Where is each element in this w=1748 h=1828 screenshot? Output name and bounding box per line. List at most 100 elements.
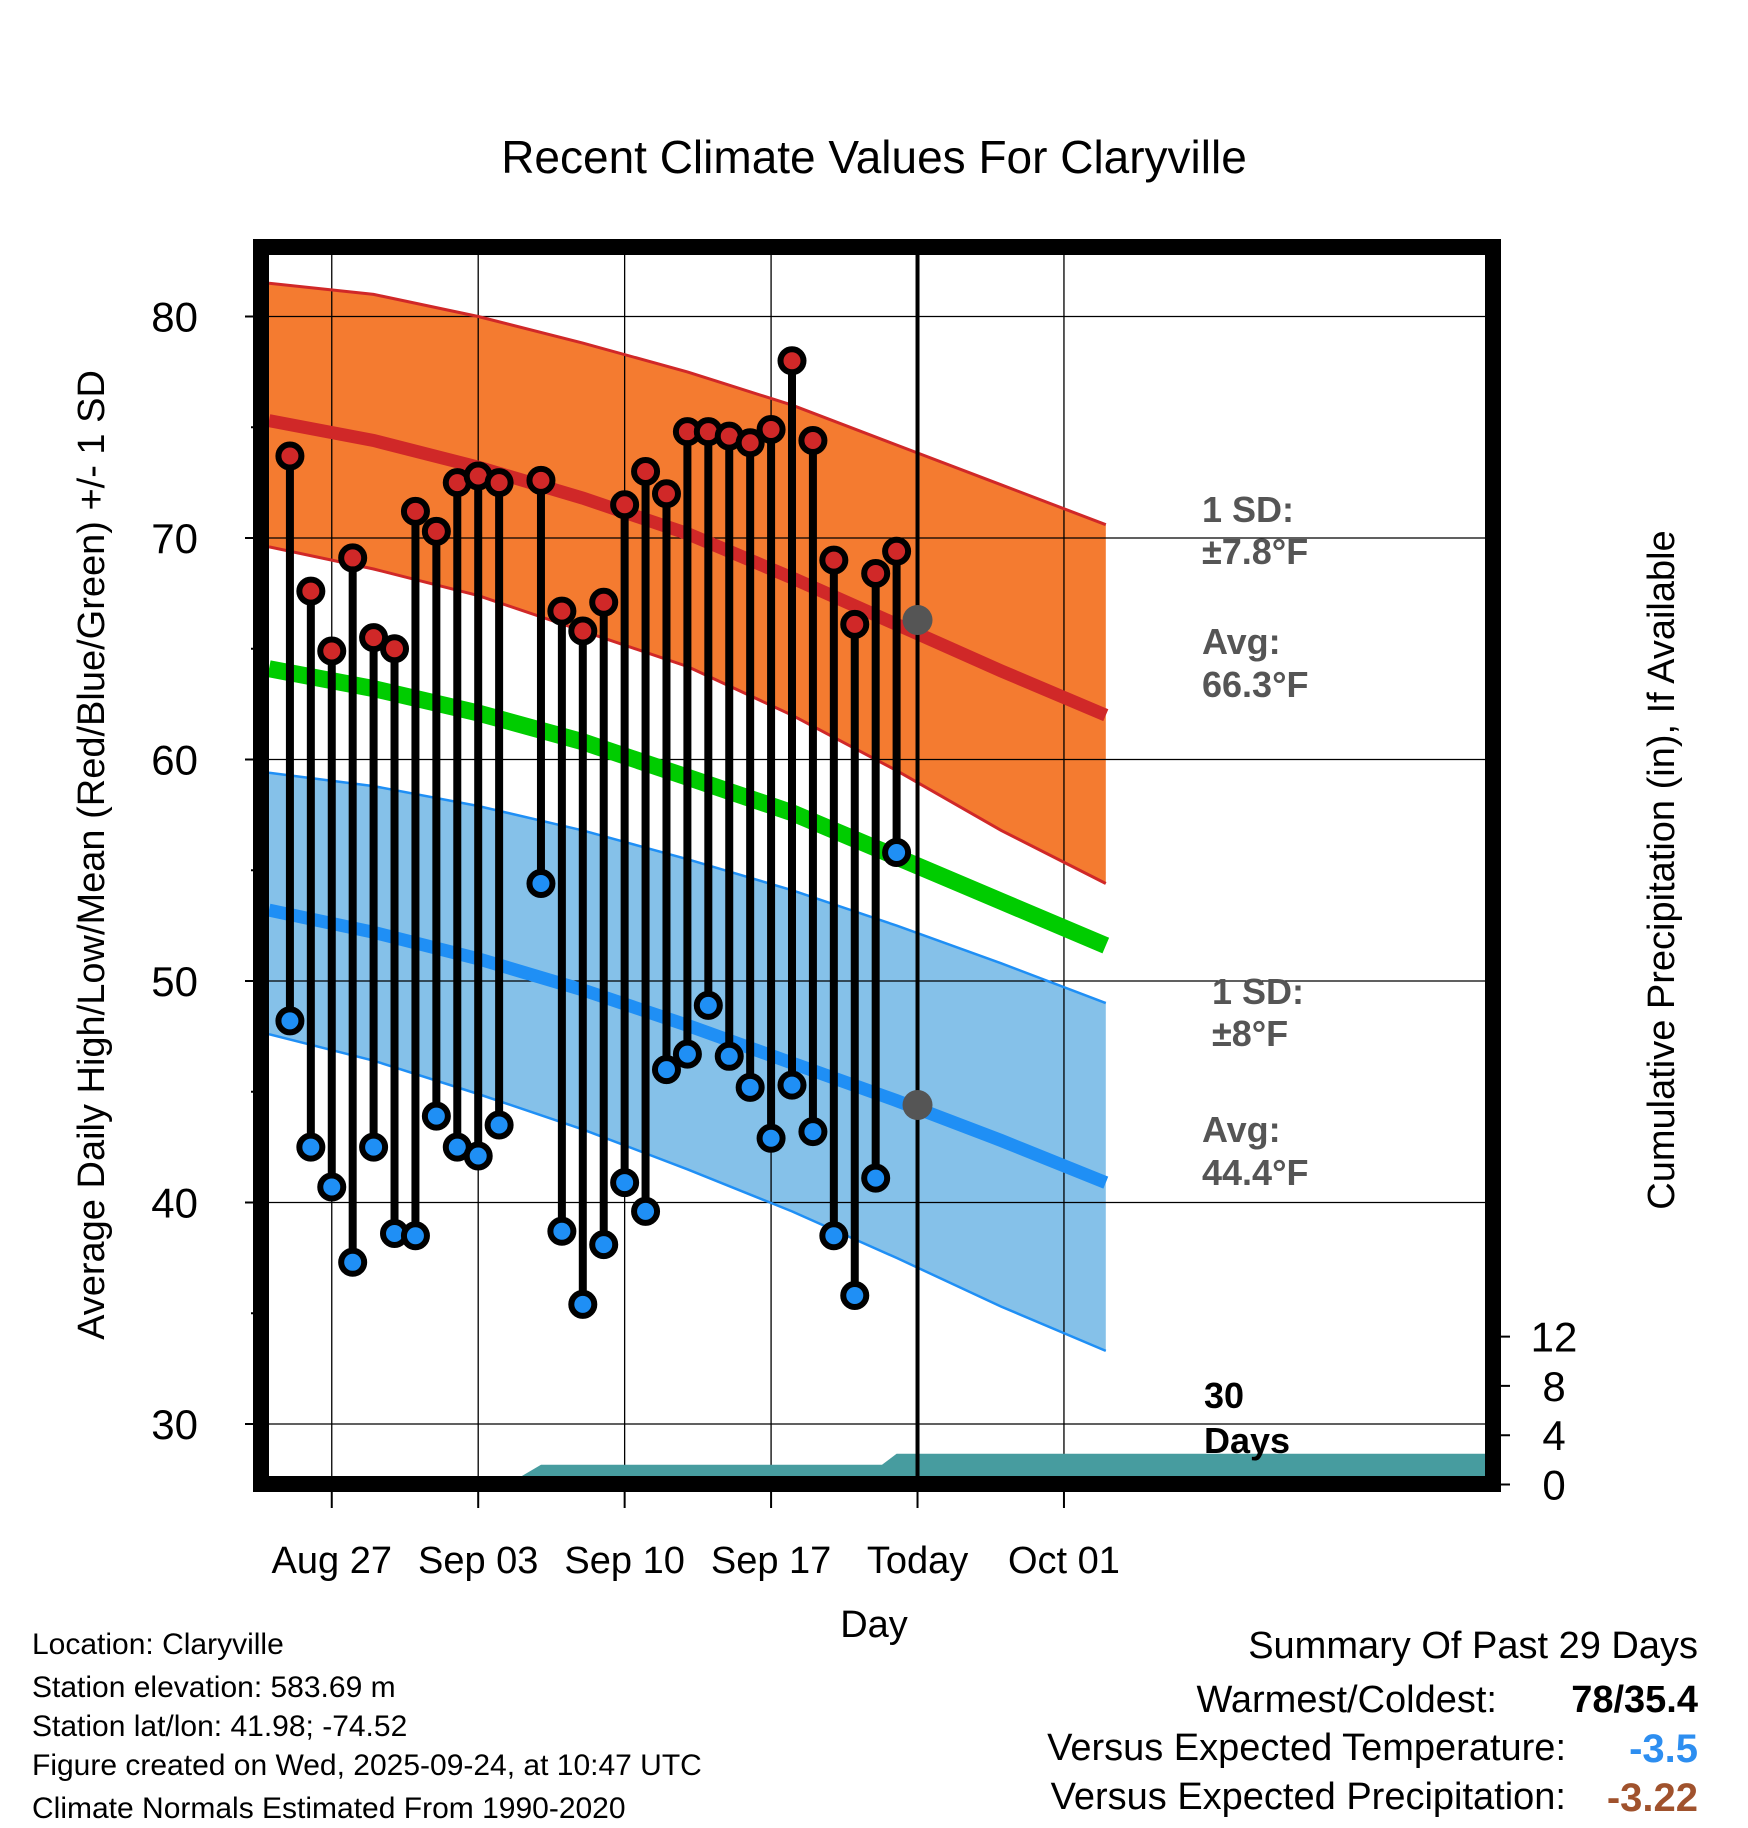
info-elevation: Station elevation: 583.69 m [32, 1671, 396, 1704]
chart-title: Recent Climate Values For Claryville [501, 131, 1247, 183]
daily-low-point [275, 1006, 305, 1036]
daily-high-point [861, 558, 891, 588]
daily-low-point [882, 838, 912, 868]
summary-temp-label: Versus Expected Temperature: [1047, 1727, 1566, 1769]
daily-low-point [568, 1289, 598, 1319]
daily-low-point [359, 1132, 389, 1162]
y-tick-label: 50 [151, 958, 198, 1005]
daily-low-point [296, 1132, 326, 1162]
station-info: Location: Claryville Station elevation: … [32, 1628, 702, 1825]
daily-high-point [798, 426, 828, 456]
y-tick-label: 60 [151, 737, 198, 784]
y2-tick-label: 8 [1542, 1363, 1565, 1410]
y-tick-label: 80 [151, 294, 198, 341]
daily-high-point [296, 576, 326, 606]
daily-high-point [400, 496, 430, 526]
daily-low-point [861, 1163, 891, 1193]
y-axis-label: Average Daily High/Low/Mean (Red/Blue/Gr… [71, 370, 113, 1340]
daily-low-point [756, 1123, 786, 1153]
daily-high-point [735, 428, 765, 458]
daily-low-point [463, 1141, 493, 1171]
daily-high-point [819, 545, 849, 575]
daily-high-point [882, 536, 912, 566]
info-normals: Climate Normals Estimated From 1990-2020 [32, 1792, 626, 1825]
daily-high-point [589, 587, 619, 617]
precip-area [486, 1453, 1485, 1476]
x-tick-label: Oct 01 [1008, 1540, 1120, 1582]
daily-low-point [338, 1247, 368, 1277]
x-tick-label: Sep 17 [711, 1540, 831, 1582]
summary-warm-cold-value: 78/35.4 [1571, 1679, 1698, 1721]
summary-precip-label: Versus Expected Precipitation: [1051, 1776, 1566, 1818]
daily-high-point [359, 623, 389, 653]
daily-low-point [589, 1230, 619, 1260]
daily-low-point [714, 1041, 744, 1071]
y2-tick-label: 4 [1542, 1412, 1565, 1459]
daily-high-point [275, 441, 305, 471]
daily-low-point [400, 1221, 430, 1251]
daily-low-point [777, 1070, 807, 1100]
daily-low-point [421, 1101, 451, 1131]
daily-low-point [610, 1168, 640, 1198]
daily-low-point [672, 1039, 702, 1069]
info-created: Figure created on Wed, 2025-09-24, at 10… [32, 1749, 702, 1782]
low-avg-label: Avg: [1202, 1109, 1281, 1150]
x-tick-label: Sep 03 [418, 1540, 538, 1582]
summary-panel: Summary Of Past 29 Days Warmest/Coldest:… [1047, 1625, 1698, 1820]
daily-high-point [651, 479, 681, 509]
y-tick-label: 30 [151, 1401, 198, 1448]
low-sd-value: ±8°F [1212, 1013, 1288, 1054]
daily-low-point [484, 1110, 514, 1140]
low-lower-edge [269, 1032, 1107, 1353]
daily-high-point [547, 596, 577, 626]
daily-high-point [840, 609, 870, 639]
precip-days-line1: 30 [1204, 1375, 1244, 1416]
daily-high-point [484, 468, 514, 498]
high-avg-label: Avg: [1202, 621, 1281, 662]
daily-high-point [610, 490, 640, 520]
daily-high-point [421, 516, 451, 546]
today-low-avg-marker [902, 1090, 933, 1121]
summary-title: Summary Of Past 29 Days [1248, 1625, 1698, 1667]
daily-low-point [526, 869, 556, 899]
daily-high-point [568, 616, 598, 646]
daily-high-point [380, 634, 410, 664]
daily-low-point [819, 1221, 849, 1251]
low-avg-value: 44.4°F [1202, 1152, 1308, 1193]
daily-low-point [798, 1117, 828, 1147]
daily-high-point [631, 457, 661, 487]
low-sd-label: 1 SD: [1212, 971, 1304, 1012]
y-tick-label: 40 [151, 1180, 198, 1227]
x-tick-label: Sep 10 [564, 1540, 684, 1582]
daily-low-point [631, 1196, 661, 1226]
daily-high-point [756, 414, 786, 444]
high-sd-label: 1 SD: [1202, 489, 1294, 530]
x-axis-label: Day [840, 1604, 908, 1646]
y2-tick-label: 12 [1531, 1314, 1578, 1361]
daily-high-point [777, 346, 807, 376]
daily-high-point [526, 465, 556, 495]
daily-low-point [317, 1172, 347, 1202]
daily-high-point [338, 543, 368, 573]
daily-low-point [840, 1281, 870, 1311]
y-tick-label: 70 [151, 515, 198, 562]
daily-low-point [547, 1216, 577, 1246]
daily-high-point [317, 636, 347, 666]
daily-low-point [651, 1055, 681, 1085]
info-latlon: Station lat/lon: 41.98; -74.52 [32, 1710, 407, 1743]
y2-tick-label: 0 [1542, 1462, 1565, 1509]
precip-days-line2: Days [1204, 1420, 1290, 1461]
summary-warm-cold-label: Warmest/Coldest: [1196, 1679, 1497, 1721]
summary-precip-value: -3.22 [1607, 1776, 1698, 1820]
plot-frame [253, 239, 1501, 1492]
high-sd-value: ±7.8°F [1202, 531, 1308, 572]
info-location: Location: Claryville [32, 1628, 284, 1661]
y2-axis-label: Cumulative Precipitation (in), If Availa… [1641, 530, 1683, 1209]
high-avg-value: 66.3°F [1202, 664, 1308, 705]
daily-low-point [693, 990, 723, 1020]
x-tick-label: Aug 27 [272, 1540, 392, 1582]
x-tick-label: Today [867, 1540, 968, 1582]
